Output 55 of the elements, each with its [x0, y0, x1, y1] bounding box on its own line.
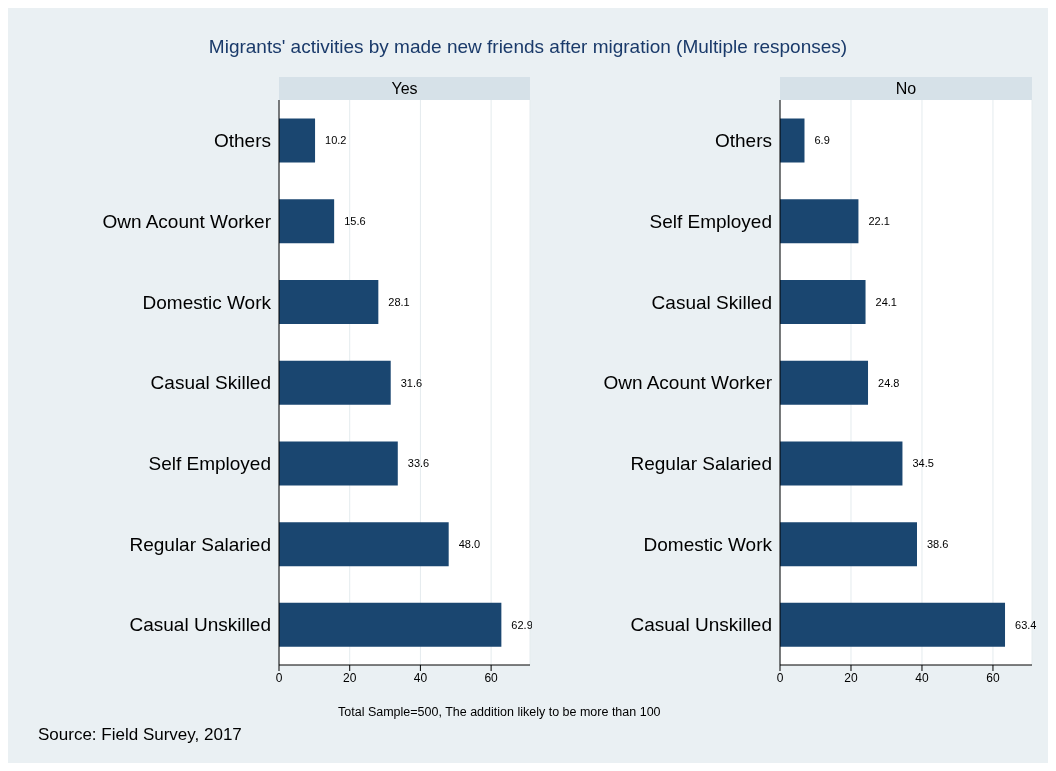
y-tick-label: Others	[714, 130, 772, 152]
data-label: 33.6	[407, 457, 430, 470]
bar	[279, 360, 391, 405]
x-tick-label: 0	[275, 670, 283, 685]
y-tick-label: Casual Skilled	[150, 372, 271, 394]
x-tick-label: 20	[343, 670, 357, 685]
bar	[279, 279, 379, 324]
bar	[780, 602, 1006, 647]
data-label: 24.8	[878, 376, 900, 389]
bar	[279, 602, 502, 647]
bar	[279, 522, 449, 567]
data-label: 15.6	[344, 215, 366, 228]
data-label: 34.5	[912, 457, 934, 470]
x-tick-label: 60	[484, 670, 499, 685]
bar	[780, 522, 917, 567]
y-tick-label: Casual Skilled	[651, 291, 772, 313]
chart-subtitle: No	[780, 77, 1032, 100]
bar	[279, 441, 398, 486]
data-label: 22.1	[868, 215, 890, 228]
y-tick-label: Self Employed	[148, 452, 271, 474]
y-tick-label: Own Acount Worker	[102, 210, 272, 232]
y-tick-label: Others	[213, 130, 271, 152]
text: Total Sample=500, The addition likely to be more than 100	[338, 705, 661, 719]
bar	[780, 118, 805, 163]
data-label: 62.9	[511, 618, 533, 631]
x-tick-label: 40	[915, 670, 929, 685]
data-label: 63.4	[1015, 618, 1037, 631]
bar	[279, 199, 335, 244]
y-tick-label: Domestic Work	[142, 291, 272, 313]
y-tick-label: Domestic Work	[643, 533, 773, 555]
data-label: 28.1	[388, 295, 410, 308]
data-label: 31.6	[400, 376, 423, 389]
y-tick-label: Self Employed	[649, 210, 772, 232]
y-tick-label: Regular Salaried	[129, 533, 271, 555]
data-label: 10.2	[325, 134, 347, 147]
data-label: 24.1	[875, 295, 897, 308]
chart-title: Migrants' activities by made new friends after migration (Multiple responses)	[207, 36, 849, 58]
y-tick-label: Regular Salaried	[630, 452, 772, 474]
bar	[780, 199, 859, 244]
x-tick-label: 40	[413, 670, 428, 685]
bar	[780, 360, 869, 405]
source-note: Source: Field Survey, 2017	[38, 725, 242, 745]
data-label: 6.9	[814, 134, 830, 147]
x-tick-label: 60	[986, 670, 1000, 685]
y-tick-label: Casual Unskilled	[630, 614, 772, 636]
data-label: 38.6	[927, 538, 949, 551]
y-tick-label: Casual Unskilled	[129, 614, 271, 636]
x-tick-label: 0	[776, 670, 784, 685]
bar	[279, 118, 316, 163]
x-tick-label: 20	[844, 670, 858, 685]
chart-subtitle: Yes	[279, 77, 530, 100]
bar	[780, 279, 866, 324]
y-tick-label: Own Acount Worker	[603, 372, 773, 394]
data-label: 48.0	[458, 538, 481, 551]
bar	[780, 441, 903, 486]
